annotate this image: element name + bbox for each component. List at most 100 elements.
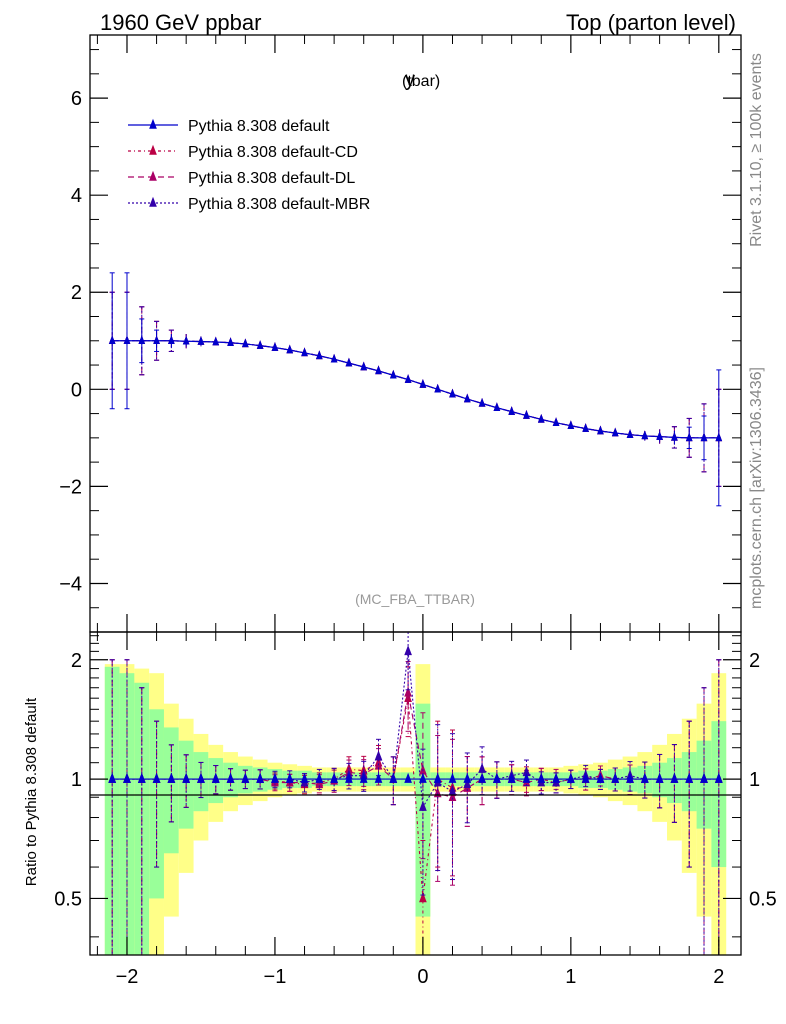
- ratio-data-point: [315, 772, 324, 783]
- ratio-y-tick-label-right: 2: [749, 650, 760, 672]
- ratio-data-point: [374, 750, 383, 761]
- data-point: [271, 342, 279, 351]
- ratio-data-point: [226, 772, 235, 783]
- ratio-y-tick-label-left: 0.5: [54, 888, 82, 910]
- data-point: [182, 335, 190, 345]
- ratio-data-point: [182, 772, 191, 783]
- data-point: [552, 417, 560, 427]
- data-point: [256, 340, 264, 349]
- data-point: [611, 427, 619, 437]
- ratio-data-point: [256, 772, 264, 783]
- ratio-data-point: [537, 772, 546, 783]
- x-tick-label: 1: [565, 966, 576, 988]
- ratio-data-point: [670, 772, 679, 783]
- data-point: [715, 432, 723, 442]
- ratio-data-point: [611, 772, 620, 783]
- ratio-data-point: [626, 772, 634, 783]
- header-left-title: 1960 GeV ppbar: [100, 10, 261, 35]
- data-point: [227, 337, 234, 346]
- ratio-data-point: [345, 772, 353, 783]
- ratio-data-point: [197, 772, 205, 783]
- data-point: [523, 410, 530, 419]
- header-right-title: Top (parton level): [566, 10, 736, 35]
- legend-label: Pythia 8.308 default-MBR: [188, 196, 370, 213]
- legend-label: Pythia 8.308 default: [188, 118, 330, 135]
- ratio-data-point: [374, 772, 383, 783]
- series-line: [112, 340, 719, 439]
- analysis-watermark: (MC_FBA_TTBAR): [355, 591, 475, 607]
- data-point: [316, 350, 323, 360]
- ratio-data-point: [419, 800, 427, 811]
- ratio-data-point: [596, 772, 605, 783]
- ratio-data-point: [522, 772, 531, 783]
- ratio-data-point: [167, 772, 176, 783]
- x-tick-label: 2: [713, 966, 724, 988]
- ratio-data-point: [552, 772, 560, 783]
- data-point: [582, 423, 589, 432]
- data-point: [493, 402, 501, 412]
- ratio-data-point: [567, 772, 575, 783]
- ratio-y-tick-label-right: 0.5: [749, 888, 777, 910]
- ratio-data-point: [271, 772, 279, 783]
- ratio-data-point: [685, 772, 694, 783]
- legend: Pythia 8.308 default Pythia 8.308 default…: [128, 118, 370, 213]
- ratio-data-point: [108, 772, 117, 783]
- y-tick-label: 4: [71, 185, 82, 207]
- ratio-data-point: [152, 772, 161, 783]
- ratio-data-point: [330, 772, 338, 783]
- ratio-y-tick-label-left: 1: [71, 769, 82, 791]
- ratio-data-point: [419, 892, 427, 903]
- legend-entry: Pythia 8.308 default-DL: [128, 170, 355, 187]
- data-point: [153, 335, 160, 345]
- ratio-data-point: [419, 772, 427, 783]
- ratio-data-point: [478, 762, 486, 773]
- ratio-data-point: [655, 772, 664, 783]
- data-point: [700, 432, 708, 442]
- data-point: [286, 344, 294, 354]
- data-point: [419, 379, 427, 388]
- series-line: [112, 340, 719, 439]
- data-point: [449, 388, 456, 398]
- ratio-data-point: [448, 772, 457, 783]
- x-tick-label: −2: [116, 966, 139, 988]
- data-point: [197, 336, 205, 345]
- ratio-data-point: [300, 772, 309, 783]
- legend-entry: Pythia 8.308 default-CD: [128, 144, 358, 161]
- data-point: [390, 369, 397, 379]
- data-point: [641, 430, 649, 440]
- y-tick-label: −2: [59, 476, 82, 498]
- ratio-data-point: [581, 772, 590, 783]
- data-point: [671, 431, 678, 441]
- mcplots-label: mcplots.cern.ch [arXiv:1306.3436]: [748, 367, 765, 609]
- data-point: [567, 420, 575, 429]
- legend-marker: [149, 196, 157, 207]
- ratio-y-tick-label-left: 2: [71, 650, 82, 672]
- data-point: [685, 432, 693, 442]
- y-tick-label: 6: [71, 88, 82, 110]
- data-point: [330, 353, 338, 363]
- ratio-data-point: [285, 772, 294, 783]
- ratio-data-point: [404, 645, 412, 656]
- data-point: [508, 406, 515, 415]
- ratio-data-point: [433, 772, 442, 783]
- series-line: [112, 340, 719, 439]
- ratio-data-point: [700, 772, 708, 783]
- series-line: [112, 340, 719, 439]
- data-point: [168, 335, 175, 345]
- ratio-data-point: [404, 772, 412, 783]
- ratio-data-point: [463, 772, 472, 783]
- ratio-data-point: [640, 772, 649, 783]
- ratio-data-point: [123, 772, 131, 783]
- ratio-data-point: [404, 686, 412, 697]
- y-tick-label: 0: [71, 379, 82, 401]
- data-point: [656, 431, 663, 440]
- ratio-y-tick-label-right: 1: [749, 769, 760, 791]
- ratio-data-point: [714, 772, 723, 783]
- legend-entry: Pythia 8.308 default: [128, 118, 330, 135]
- ratio-data-point: [359, 772, 368, 783]
- y-tick-label: 2: [71, 282, 82, 304]
- ratio-plot-frame: [89, 631, 742, 956]
- data-point: [212, 336, 220, 346]
- data-point: [375, 365, 382, 375]
- data-point: [463, 393, 471, 403]
